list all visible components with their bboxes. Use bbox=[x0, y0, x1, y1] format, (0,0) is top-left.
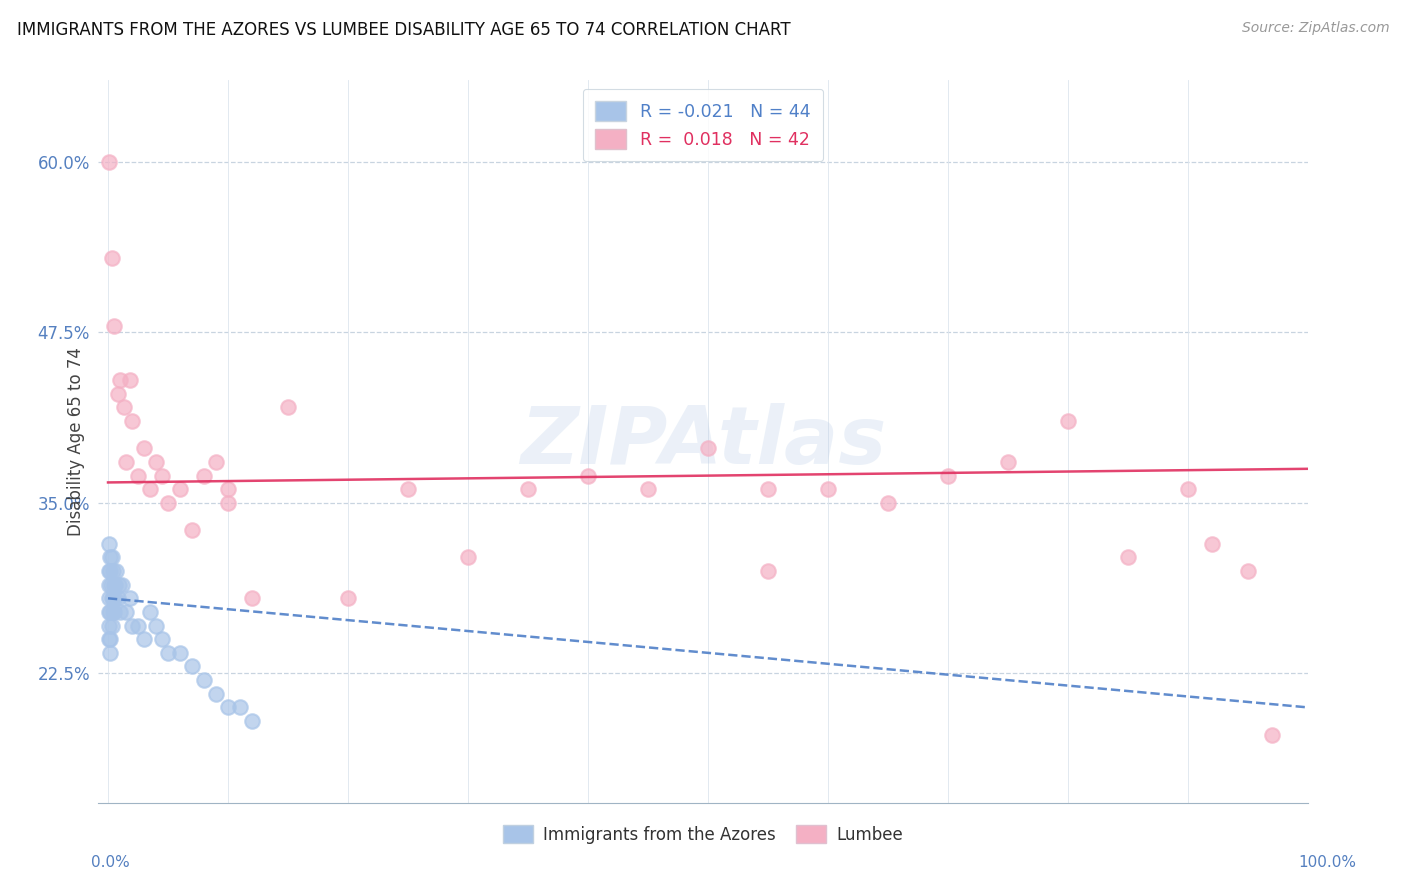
Point bbox=[121, 414, 143, 428]
Point bbox=[111, 577, 134, 591]
Point bbox=[100, 618, 122, 632]
Legend: Immigrants from the Azores, Lumbee: Immigrants from the Azores, Lumbee bbox=[495, 817, 911, 852]
Point bbox=[103, 605, 125, 619]
Point bbox=[98, 618, 121, 632]
Point bbox=[1116, 550, 1139, 565]
Point bbox=[139, 605, 162, 619]
Point bbox=[156, 646, 179, 660]
Point bbox=[1177, 482, 1199, 496]
Point bbox=[118, 591, 141, 606]
Point bbox=[181, 523, 204, 537]
Point bbox=[101, 591, 124, 606]
Point bbox=[169, 482, 191, 496]
Point bbox=[169, 646, 191, 660]
Point bbox=[115, 605, 138, 619]
Point bbox=[1201, 537, 1223, 551]
Text: 0.0%: 0.0% bbox=[91, 855, 131, 870]
Point bbox=[1260, 728, 1282, 742]
Point bbox=[145, 455, 167, 469]
Point bbox=[336, 591, 359, 606]
Point bbox=[516, 482, 538, 496]
Point bbox=[103, 318, 125, 333]
Point bbox=[997, 455, 1019, 469]
Point bbox=[181, 659, 204, 673]
Point bbox=[98, 537, 121, 551]
Text: 100.0%: 100.0% bbox=[1299, 855, 1357, 870]
Point bbox=[936, 468, 959, 483]
Point bbox=[98, 577, 121, 591]
Point bbox=[132, 632, 155, 647]
Point bbox=[108, 577, 131, 591]
Point bbox=[115, 455, 138, 469]
Point bbox=[97, 632, 120, 647]
Y-axis label: Disability Age 65 to 74: Disability Age 65 to 74 bbox=[66, 347, 84, 536]
Point bbox=[205, 687, 228, 701]
Point bbox=[98, 591, 121, 606]
Point bbox=[217, 482, 239, 496]
Point bbox=[145, 618, 167, 632]
Point bbox=[132, 442, 155, 456]
Point bbox=[98, 564, 121, 578]
Point bbox=[240, 591, 263, 606]
Point bbox=[217, 496, 239, 510]
Point bbox=[98, 155, 121, 169]
Point bbox=[100, 646, 122, 660]
Point bbox=[101, 605, 124, 619]
Point bbox=[150, 632, 173, 647]
Point bbox=[139, 482, 162, 496]
Point bbox=[100, 251, 122, 265]
Point bbox=[108, 373, 131, 387]
Point bbox=[277, 401, 299, 415]
Point bbox=[876, 496, 898, 510]
Point bbox=[104, 591, 127, 606]
Point bbox=[205, 455, 228, 469]
Point bbox=[127, 618, 149, 632]
Point bbox=[105, 564, 128, 578]
Point bbox=[150, 468, 173, 483]
Point bbox=[98, 550, 121, 565]
Point bbox=[756, 564, 779, 578]
Point bbox=[100, 605, 122, 619]
Point bbox=[217, 700, 239, 714]
Point bbox=[112, 401, 135, 415]
Point bbox=[100, 632, 122, 647]
Point bbox=[696, 442, 718, 456]
Point bbox=[156, 496, 179, 510]
Point bbox=[100, 564, 122, 578]
Point bbox=[457, 550, 479, 565]
Point bbox=[103, 577, 125, 591]
Point bbox=[100, 577, 122, 591]
Point bbox=[240, 714, 263, 728]
Point bbox=[108, 605, 131, 619]
Point bbox=[101, 564, 124, 578]
Point bbox=[98, 605, 121, 619]
Text: IMMIGRANTS FROM THE AZORES VS LUMBEE DISABILITY AGE 65 TO 74 CORRELATION CHART: IMMIGRANTS FROM THE AZORES VS LUMBEE DIS… bbox=[17, 21, 790, 39]
Point bbox=[100, 591, 122, 606]
Point bbox=[1056, 414, 1078, 428]
Point bbox=[576, 468, 599, 483]
Text: Source: ZipAtlas.com: Source: ZipAtlas.com bbox=[1241, 21, 1389, 36]
Point bbox=[193, 673, 215, 687]
Point bbox=[229, 700, 252, 714]
Point bbox=[396, 482, 419, 496]
Point bbox=[127, 468, 149, 483]
Point bbox=[1236, 564, 1258, 578]
Point bbox=[193, 468, 215, 483]
Point bbox=[817, 482, 839, 496]
Point bbox=[107, 591, 129, 606]
Point bbox=[100, 550, 122, 565]
Text: ZIPAtlas: ZIPAtlas bbox=[520, 402, 886, 481]
Point bbox=[107, 387, 129, 401]
Point bbox=[756, 482, 779, 496]
Point bbox=[637, 482, 659, 496]
Point bbox=[121, 618, 143, 632]
Point bbox=[104, 577, 127, 591]
Point bbox=[118, 373, 141, 387]
